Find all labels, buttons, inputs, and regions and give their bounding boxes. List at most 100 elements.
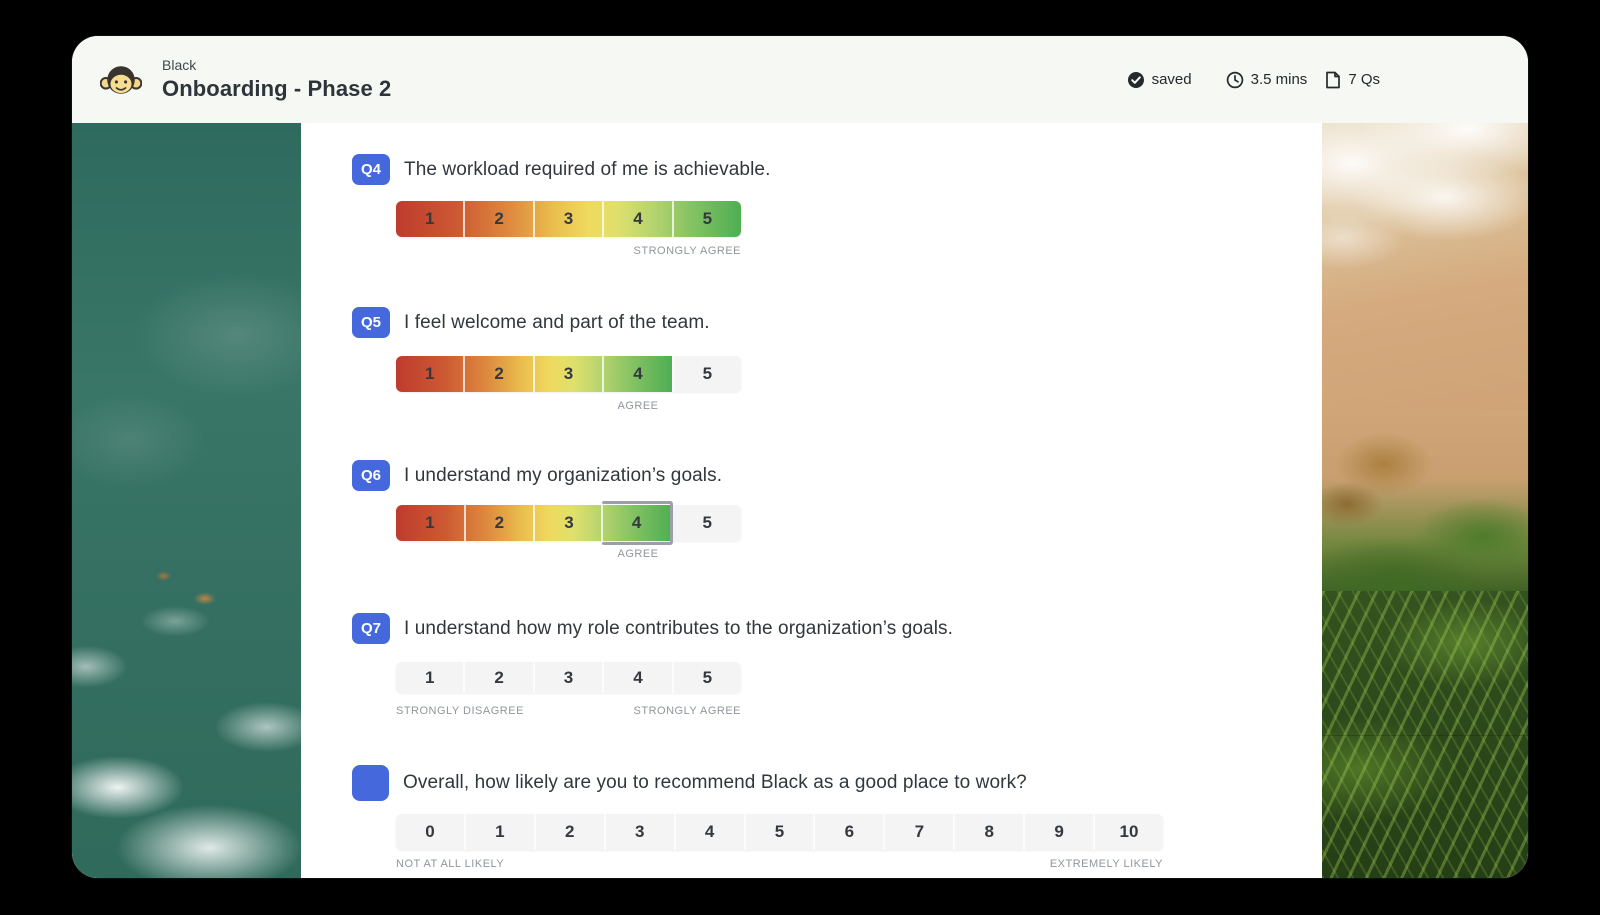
ocean-photo	[72, 123, 301, 878]
check-circle-icon	[1127, 71, 1144, 88]
header-meta: saved 3.5 mins 7 Qs	[1127, 71, 1380, 89]
question-row-q6: Q6 I understand my organization’s goals.	[352, 460, 722, 491]
scale-option-9[interactable]: 9	[1023, 814, 1093, 850]
scale-option-5[interactable]: 5	[671, 356, 741, 392]
scale-option-3[interactable]: 3	[532, 201, 602, 237]
scale-endpoint-labels-q7: STRONGLY DISAGREE STRONGLY AGREE	[396, 705, 741, 717]
scale-option-2[interactable]: 2	[463, 662, 532, 693]
scale-option-label: 5	[702, 209, 713, 228]
scale-option-7[interactable]: 7	[883, 814, 953, 850]
saved-status: saved	[1127, 71, 1192, 89]
scale-option-3[interactable]: 3	[532, 356, 602, 392]
beach-photo-surf	[1322, 123, 1528, 410]
scale-option-label: 5	[702, 667, 713, 687]
scale-right-label-nps: EXTREMELY LIKELY	[1049, 858, 1163, 870]
question-row-q5: Q5 I feel welcome and part of the team.	[352, 307, 710, 338]
scale-option-label: 2	[494, 667, 504, 687]
scale-option-label: 6	[844, 822, 855, 841]
scale-option-1[interactable]: 1	[463, 814, 534, 850]
scale-option-label: 2	[494, 209, 504, 228]
scale-option-4[interactable]: 4	[602, 662, 671, 693]
scale-option-1[interactable]: 1	[396, 505, 464, 541]
question-text-q6: I understand my organization’s goals.	[404, 464, 723, 486]
header-titles: Black Onboarding - Phase 2	[162, 57, 391, 102]
scale-option-2[interactable]: 2	[533, 814, 604, 850]
scale-option-label: 3	[563, 667, 574, 687]
beach-photo-rocks	[1322, 409, 1528, 592]
scale-option-8[interactable]: 8	[953, 814, 1023, 850]
scale-option-label: 3	[563, 209, 574, 228]
rating-scale-q4[interactable]: 1 2 3 4 5	[396, 201, 741, 237]
scale-option-1[interactable]: 1	[396, 662, 463, 693]
rating-scale-q7[interactable]: 1 2 3 4 5	[396, 662, 741, 693]
question-text-q7: I understand how my role contributes to …	[404, 617, 954, 639]
header-brand-block: Black Onboarding - Phase 2	[100, 57, 391, 102]
scale-option-0[interactable]: 0	[396, 814, 464, 850]
question-text-nps: Overall, how likely are you to recommend…	[403, 772, 1027, 793]
scale-left-label-nps: NOT AT ALL LIKELY	[396, 858, 505, 870]
scale-option-3[interactable]: 3	[532, 662, 602, 693]
selected-label-q6: AGREE	[617, 548, 659, 560]
scale-option-label: 3	[563, 364, 574, 383]
scale-option-4[interactable]: 4	[602, 201, 671, 237]
rating-scale-q5[interactable]: 1 2 3 4 5	[396, 356, 741, 392]
scale-option-5[interactable]: 5	[671, 201, 741, 237]
scale-option-2[interactable]: 2	[463, 505, 534, 541]
scale-option-2[interactable]: 2	[463, 356, 532, 392]
question-badge-q6: Q6	[352, 460, 390, 491]
rating-scale-q6[interactable]: 1 2 3 4 5	[396, 501, 741, 545]
beach-photo-seam	[1322, 734, 1528, 736]
beach-photo-palms	[1322, 591, 1528, 878]
scale-option-4[interactable]: 4	[602, 356, 671, 392]
scale-option-5[interactable]: 5	[671, 505, 741, 541]
question-badge-q7: Q7	[352, 613, 390, 644]
survey-header: Black Onboarding - Phase 2 saved 3.5 min…	[72, 36, 1528, 123]
scale-option-5[interactable]: 5	[743, 814, 814, 850]
scale-option-label: 5	[702, 513, 712, 532]
scale-option-4[interactable]: 4	[600, 501, 674, 545]
scale-options-q7: 1 2 3 4 5	[396, 662, 741, 693]
beach-photo	[1322, 123, 1528, 878]
scale-option-5[interactable]: 5	[671, 662, 741, 693]
scale-option-label: 4	[631, 513, 642, 532]
scale-option-1[interactable]: 1	[396, 201, 463, 237]
scale-option-1[interactable]: 1	[396, 356, 463, 392]
scale-option-label: 1	[424, 209, 435, 228]
scale-left-label-q7: STRONGLY DISAGREE	[396, 705, 524, 717]
scale-option-label: 10	[1119, 822, 1139, 841]
scale-options-q4: 1 2 3 4 5	[396, 201, 741, 237]
question-row-q7: Q7 I understand how my role contributes …	[352, 613, 953, 644]
scale-option-label: 2	[565, 822, 575, 841]
scale-options-nps: 0 1 2 3 4 5 6 7 8 9 10	[396, 814, 1163, 850]
scale-option-10[interactable]: 10	[1093, 814, 1163, 850]
scale-options-q5: 1 2 3 4 5	[396, 356, 741, 392]
scale-option-4[interactable]: 4	[673, 814, 744, 850]
scale-option-label: 2	[494, 364, 504, 383]
question-badge-nps	[352, 765, 389, 801]
question-row-nps: Overall, how likely are you to recommend…	[352, 765, 1027, 801]
scale-endpoint-labels-nps: NOT AT ALL LIKELY EXTREMELY LIKELY	[396, 858, 1163, 870]
brand-name: Black	[162, 57, 197, 73]
survey-content: Q4 The workload required of me is achiev…	[72, 123, 1528, 878]
question-text-q4: The workload required of me is achievabl…	[404, 158, 771, 180]
question-count: 7 Qs	[1325, 71, 1380, 89]
scale-option-3[interactable]: 3	[603, 814, 674, 850]
scale-option-label: 5	[774, 822, 785, 841]
scale-option-label: 1	[424, 667, 435, 687]
scale-option-label: 3	[634, 822, 645, 841]
scale-option-label: 9	[1054, 822, 1064, 841]
question-count-label: 7 Qs	[1348, 71, 1380, 88]
rating-scale-nps[interactable]: 0 1 2 3 4 5 6 7 8 9 10	[396, 814, 1163, 850]
scale-option-6[interactable]: 6	[813, 814, 883, 850]
saved-label: saved	[1151, 71, 1192, 88]
scale-option-label: 0	[425, 822, 435, 841]
monkey-logo-icon	[100, 65, 142, 94]
scale-option-label: 1	[425, 513, 435, 532]
document-icon	[1326, 71, 1341, 88]
scale-option-2[interactable]: 2	[463, 201, 532, 237]
scale-option-3[interactable]: 3	[533, 505, 603, 541]
scale-right-label-q7: STRONGLY AGREE	[633, 705, 741, 717]
question-text-q5: I feel welcome and part of the team.	[404, 311, 710, 333]
scale-option-label: 4	[633, 209, 643, 228]
survey-title: Onboarding - Phase 2	[162, 76, 392, 101]
